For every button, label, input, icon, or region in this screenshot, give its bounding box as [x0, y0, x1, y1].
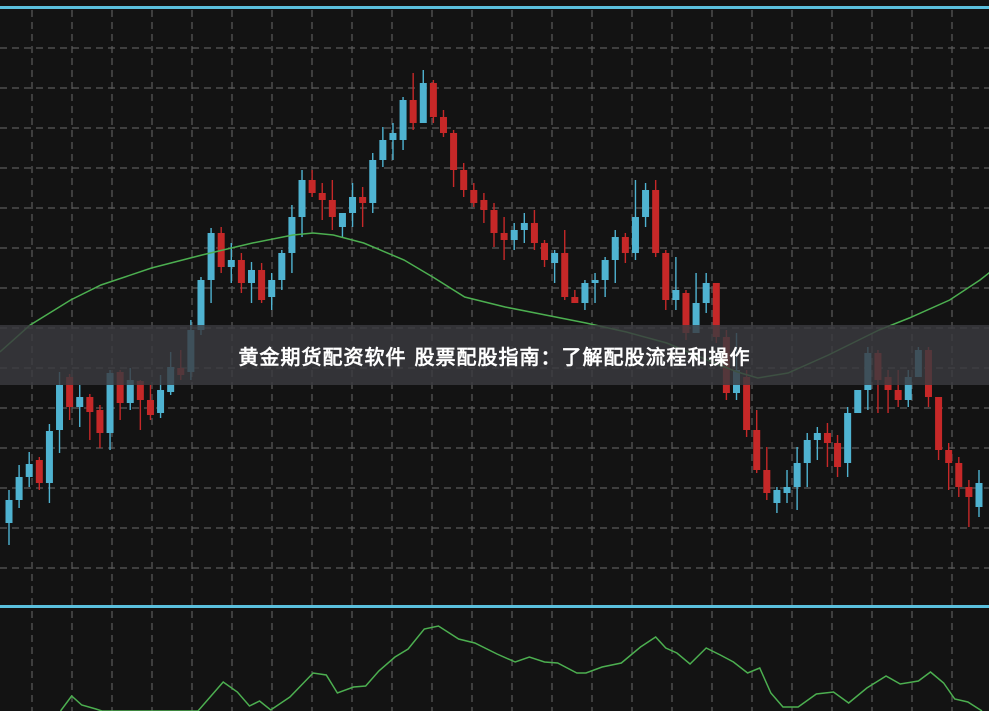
pane-separator [0, 605, 989, 608]
candle-down [541, 243, 549, 260]
candle-up [591, 280, 599, 283]
candle-up [581, 283, 589, 303]
candle-down [439, 117, 447, 133]
candle-down [561, 253, 569, 297]
candle-up [854, 390, 862, 413]
candle-down [500, 233, 508, 240]
candle-down [450, 133, 458, 170]
candle-down [429, 83, 437, 117]
candle-up [419, 83, 427, 123]
candle-up [76, 397, 84, 407]
title-banner: 黄金期货配资软件 股票配股指南：了解配股流程和操作 [0, 325, 989, 385]
candle-up [551, 253, 559, 263]
candle-up [389, 133, 397, 140]
candle-down [823, 433, 831, 443]
candle-up [278, 253, 286, 280]
candle-down [136, 381, 144, 400]
candle-up [197, 280, 205, 330]
candle-down [662, 253, 670, 300]
candle-up [510, 230, 518, 240]
candle-up [106, 373, 114, 433]
candle-down [743, 377, 751, 430]
candle-up [15, 477, 23, 500]
candle-up [975, 483, 983, 507]
candle-up [672, 290, 680, 300]
candle-up [702, 283, 710, 303]
candle-up [157, 390, 165, 413]
candle-down [834, 443, 842, 467]
candle-down [460, 170, 468, 190]
candle-down [308, 180, 316, 193]
candle-down [652, 190, 660, 253]
candle-up [25, 464, 33, 477]
candle-up [5, 500, 13, 523]
candle-down [96, 410, 104, 433]
candle-down [763, 470, 771, 493]
candle-up [803, 440, 811, 463]
candle-down [935, 397, 943, 450]
top-border [0, 6, 989, 9]
candle-down [146, 400, 154, 415]
candle-down [318, 193, 326, 200]
candle-down [682, 293, 690, 333]
candle-down [894, 390, 902, 400]
candle-up [45, 431, 53, 483]
candle-down [965, 487, 973, 497]
candle-down [66, 377, 74, 407]
candle-up [227, 260, 235, 267]
candle-up [904, 377, 912, 400]
banner-title: 黄金期货配资软件 股票配股指南：了解配股流程和操作 [238, 344, 751, 369]
candle-up [298, 180, 306, 217]
candle-up [379, 140, 387, 160]
candle-down [621, 237, 629, 253]
candle-up [692, 303, 700, 333]
candle-down [359, 197, 367, 203]
candle-up [369, 160, 377, 203]
candle-up [248, 270, 255, 283]
indicator-line [59, 625, 983, 711]
candle-down [712, 283, 720, 337]
candle-up [399, 100, 407, 140]
candle-down [258, 270, 266, 300]
candle-down [571, 297, 579, 303]
candle-up [844, 413, 852, 463]
candle-up [207, 233, 215, 280]
candle-up [268, 280, 276, 297]
candle-up [520, 223, 528, 230]
candle-up [611, 237, 619, 260]
candle-down [470, 190, 478, 203]
candle-down [86, 397, 94, 412]
candle-up [601, 260, 609, 280]
candle-down [116, 372, 124, 403]
candle-up [813, 433, 821, 440]
candle-up [793, 463, 801, 487]
candle-up [642, 190, 650, 217]
candle-down [955, 463, 963, 487]
candle-down [530, 223, 538, 243]
candle-up [126, 380, 134, 403]
candle-down [480, 200, 488, 210]
candle-down [237, 260, 245, 283]
candle-down [490, 210, 498, 233]
candle-down [753, 430, 761, 470]
candle-down [409, 100, 417, 123]
candle-up [338, 213, 346, 227]
candle-up [56, 385, 64, 430]
candle-up [631, 217, 639, 253]
candle-up [773, 490, 781, 503]
candle-up [783, 487, 791, 493]
candle-down [35, 460, 43, 483]
candle-down [328, 200, 336, 217]
candle-up [349, 197, 357, 213]
candle-down [945, 450, 953, 463]
